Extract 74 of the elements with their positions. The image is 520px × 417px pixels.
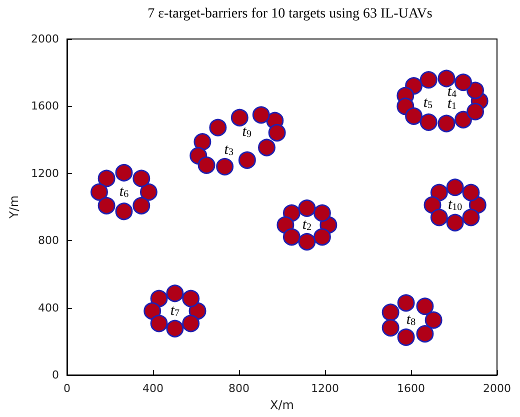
- point: [298, 233, 316, 251]
- point: [182, 314, 200, 332]
- point: [238, 151, 256, 169]
- chart-title: 7 ε-target-barriers for 10 targets using 63 IL-UAVs: [148, 6, 432, 22]
- point: [230, 108, 248, 126]
- x-tick-label: 1200: [311, 382, 339, 395]
- point: [438, 114, 456, 132]
- y-axis-title: Y/m: [7, 195, 22, 220]
- point: [462, 208, 480, 226]
- point: [144, 302, 162, 320]
- y-tick-label: 1600: [31, 100, 59, 113]
- point: [466, 82, 484, 100]
- point: [98, 170, 116, 188]
- x-tick-label: 1600: [397, 382, 425, 395]
- point: [446, 214, 464, 232]
- point: [166, 320, 184, 338]
- text: t9 t3: [224, 124, 252, 158]
- point: [166, 284, 184, 302]
- x-tick-label: 2000: [483, 382, 511, 395]
- point: [252, 106, 270, 124]
- point: [209, 118, 227, 136]
- point: [462, 184, 480, 202]
- point: [438, 70, 456, 88]
- point: [313, 228, 331, 246]
- point: [132, 196, 150, 214]
- point: [140, 183, 158, 201]
- point: [466, 102, 484, 120]
- point: [416, 325, 434, 343]
- point: [454, 74, 472, 92]
- point: [150, 290, 168, 308]
- point: [416, 298, 434, 316]
- point: [454, 110, 472, 128]
- point: [98, 196, 116, 214]
- point: [115, 202, 133, 220]
- point: [182, 290, 200, 308]
- point: [420, 113, 438, 131]
- y-tick-label: 2000: [31, 32, 59, 46]
- point: [424, 311, 442, 329]
- point: [430, 184, 448, 202]
- point: [198, 156, 216, 174]
- point: [430, 208, 448, 226]
- point: [446, 178, 464, 196]
- point: [132, 170, 150, 188]
- point: [382, 319, 400, 337]
- point: [150, 314, 168, 332]
- x-tick-label: 0: [64, 382, 70, 395]
- point: [424, 196, 442, 214]
- point: [397, 328, 415, 346]
- point: [298, 199, 316, 217]
- point: [405, 107, 423, 125]
- point: [420, 71, 438, 89]
- x-axis-title: X/m: [270, 398, 294, 412]
- point: [313, 204, 331, 222]
- point: [194, 133, 212, 151]
- point: [397, 294, 415, 312]
- y-tick-label: 0: [52, 368, 59, 382]
- point: [282, 228, 300, 246]
- series-label: t2: [302, 216, 312, 233]
- y-tick-label: 1200: [31, 166, 59, 180]
- point: [382, 304, 400, 322]
- point: [90, 183, 108, 201]
- y-tick-label: 800: [38, 234, 59, 248]
- x-tick-label: 400: [142, 382, 164, 395]
- point: [258, 138, 276, 156]
- point: [268, 124, 286, 142]
- series-label: t10: [448, 196, 462, 213]
- series-label: t6: [119, 184, 129, 200]
- y-tick-label: 400: [38, 301, 59, 314]
- point: [216, 158, 234, 176]
- series-label: t8: [406, 312, 416, 328]
- series-label: t7: [170, 302, 180, 319]
- x-tick-label: 800: [228, 382, 250, 395]
- point: [115, 164, 133, 182]
- text: t4 t5 t1: [423, 84, 457, 112]
